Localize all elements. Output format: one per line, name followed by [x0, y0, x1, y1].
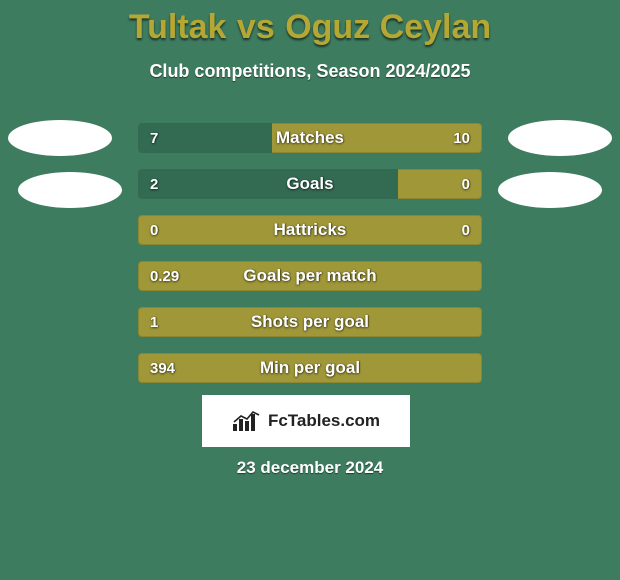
stat-bar-row: 1Shots per goal — [138, 307, 482, 337]
logo-inner: FcTables.com — [232, 410, 380, 432]
date-line: 23 december 2024 — [0, 458, 620, 478]
stats-bars: 710Matches20Goals00Hattricks0.29Goals pe… — [138, 123, 482, 399]
fctables-logo-icon — [232, 410, 262, 432]
subtitle: Club competitions, Season 2024/2025 — [0, 61, 620, 82]
stat-bar-row: 00Hattricks — [138, 215, 482, 245]
player1-avatar-top — [8, 120, 112, 156]
stat-bar-row: 710Matches — [138, 123, 482, 153]
bar-value-left: 0 — [150, 215, 158, 245]
bar-value-right: 10 — [453, 123, 470, 153]
title-row: Tultak vs Oguz Ceylan — [0, 0, 620, 47]
bar-value-left: 2 — [150, 169, 158, 199]
bar-value-left: 0.29 — [150, 261, 179, 291]
player2-avatar-top — [508, 120, 612, 156]
player1-name: Tultak — [129, 8, 227, 47]
player2-name: Oguz Ceylan — [285, 8, 491, 47]
bar-background — [138, 261, 482, 291]
bar-value-left: 1 — [150, 307, 158, 337]
bar-value-right: 0 — [462, 215, 470, 245]
bar-background — [138, 307, 482, 337]
vs-text: vs — [237, 8, 275, 47]
bar-background — [138, 215, 482, 245]
player1-avatar-bottom — [18, 172, 122, 208]
bar-background — [138, 353, 482, 383]
player2-avatar-bottom — [498, 172, 602, 208]
logo-text: FcTables.com — [268, 411, 380, 431]
bar-value-right: 0 — [462, 169, 470, 199]
bar-value-left: 394 — [150, 353, 175, 383]
logo-box: FcTables.com — [202, 395, 410, 447]
stat-bar-row: 394Min per goal — [138, 353, 482, 383]
bar-value-left: 7 — [150, 123, 158, 153]
stat-bar-row: 0.29Goals per match — [138, 261, 482, 291]
stat-bar-row: 20Goals — [138, 169, 482, 199]
bar-fill-left — [138, 169, 398, 199]
